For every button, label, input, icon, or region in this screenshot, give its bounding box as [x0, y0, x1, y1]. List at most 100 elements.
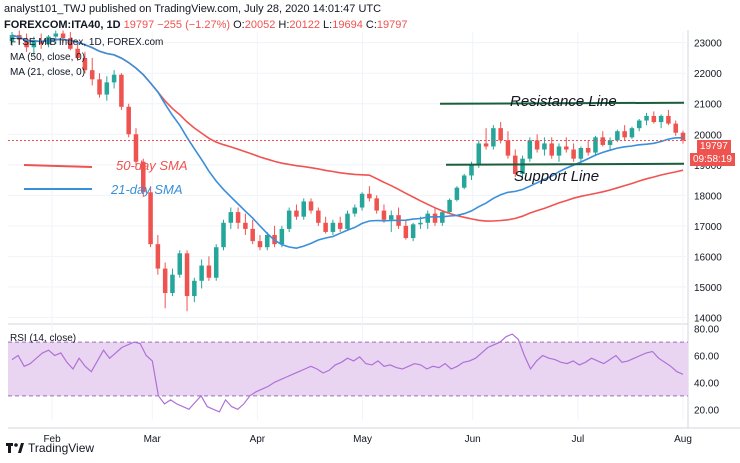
support-resistance-lines	[8, 101, 688, 166]
candle	[213, 244, 219, 281]
candle-body	[374, 198, 379, 211]
candle-body	[578, 148, 584, 159]
time-tick-label: May	[353, 434, 372, 445]
candle-body	[461, 175, 467, 188]
footer[interactable]: TradingView	[6, 441, 94, 455]
candle-body	[206, 265, 212, 278]
candle	[133, 128, 139, 165]
candle-body	[199, 265, 204, 281]
candle	[629, 126, 635, 139]
candle	[279, 225, 285, 248]
candle	[148, 186, 153, 248]
candle	[170, 268, 175, 297]
candle-body	[534, 140, 540, 150]
candle	[286, 207, 292, 232]
candle-body	[228, 212, 234, 223]
high-value: 20122	[289, 19, 320, 31]
candle-body	[644, 115, 649, 121]
candle-body	[330, 222, 336, 232]
sma50-legend-line	[23, 164, 93, 168]
candle	[31, 36, 37, 55]
moving-averages	[11, 34, 684, 250]
candle	[257, 235, 263, 251]
candle-body	[148, 192, 153, 245]
rsi-line	[11, 333, 684, 413]
candle-body	[141, 161, 146, 193]
axes: 14000 15000 16000 17000 18000 19000 20000 21000…	[43, 39, 722, 445]
price-tick-label: 20000	[694, 130, 722, 141]
candle-body	[345, 213, 350, 229]
price-tick-label: 21000	[694, 100, 722, 111]
candle	[381, 204, 387, 223]
chart-header: analyst101_TWJ published on TradingView.…	[4, 2, 407, 31]
sma50-label: 50-day SMA	[116, 158, 188, 173]
rsi-tick-label: 60.00	[694, 352, 719, 363]
candle-body	[155, 244, 161, 269]
candle-body	[542, 143, 547, 150]
candle-body	[593, 137, 598, 153]
candle	[498, 122, 503, 144]
candle	[60, 30, 66, 43]
ma21-line	[11, 34, 683, 250]
candle	[622, 125, 627, 141]
candle	[162, 262, 168, 309]
candle	[250, 219, 255, 245]
countdown-tag: 09:58:19	[690, 153, 735, 166]
candle	[520, 155, 525, 177]
rsi-tick-label: 20.00	[694, 405, 719, 416]
open-value: 20052	[244, 19, 276, 31]
candle	[440, 210, 445, 226]
high-label: H:	[278, 19, 290, 31]
candle-body	[337, 222, 343, 229]
candle	[666, 109, 671, 126]
price-tick-label: 17000	[694, 222, 722, 233]
candle-body	[498, 128, 503, 141]
candle	[330, 219, 336, 235]
candle	[82, 51, 88, 74]
close-value: 19797	[376, 19, 408, 31]
candle	[111, 70, 117, 89]
candle-body	[505, 140, 511, 156]
candle	[294, 204, 299, 220]
candle	[556, 143, 562, 162]
low-label: L:	[323, 19, 333, 31]
candle	[410, 222, 416, 242]
candle-body	[666, 115, 671, 124]
candle-body	[38, 41, 44, 45]
candle-body	[279, 228, 285, 245]
price-tick-label: 15000	[694, 283, 722, 294]
candle-body	[469, 164, 474, 176]
candle	[272, 225, 277, 248]
candle	[367, 186, 372, 202]
legend-ma50: MA (50, close, 0)	[10, 52, 85, 63]
candle-body	[250, 228, 255, 242]
candle-body	[170, 274, 175, 293]
candle-body	[119, 74, 124, 107]
time-tick-label: Jun	[465, 434, 481, 445]
candle-body	[31, 41, 37, 48]
candle-body	[265, 235, 270, 248]
candle-body	[585, 148, 591, 153]
candle	[228, 207, 234, 229]
resistance-label: Resistance Line	[510, 93, 617, 110]
candle-body	[418, 222, 423, 225]
candle-body	[60, 33, 66, 39]
candle-body	[410, 224, 416, 239]
candle	[403, 219, 409, 240]
candle	[177, 250, 183, 278]
candle	[199, 259, 204, 289]
candle-body	[564, 146, 569, 150]
candle-body	[301, 201, 307, 217]
annotations: FTSE MIB Index, 1D, FOREX.com MA (50, cl…	[10, 37, 617, 344]
resistance-line	[439, 101, 685, 105]
candle-body	[673, 123, 678, 133]
candle-body	[600, 137, 606, 145]
candle	[184, 250, 190, 312]
candle-body	[97, 79, 102, 95]
candle-body	[111, 74, 117, 83]
time-tick-label: Jul	[571, 434, 584, 445]
rsi-tick-label: 80.00	[694, 325, 719, 336]
candle	[396, 207, 401, 229]
candle	[308, 198, 314, 214]
